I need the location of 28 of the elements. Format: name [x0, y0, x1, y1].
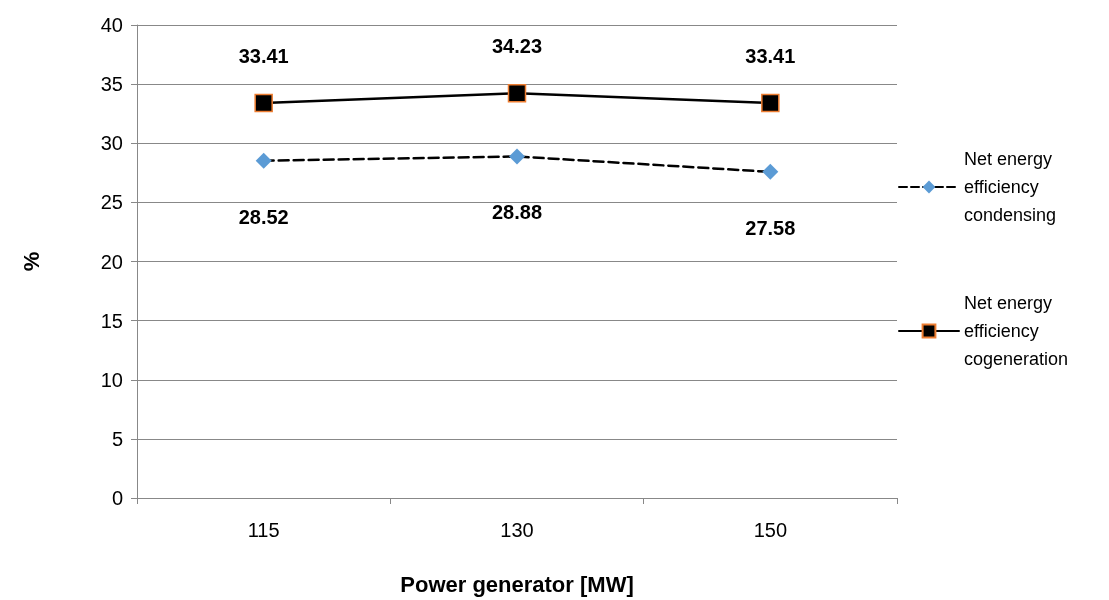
- data-label: 33.41: [238, 44, 289, 67]
- point: [255, 152, 272, 169]
- y-tick-label: 15: [100, 309, 123, 332]
- data-label: 33.41: [745, 44, 796, 67]
- point: [254, 93, 273, 113]
- x-tick-label: 130: [500, 519, 534, 541]
- legend-label: Net energy efficiency condensing: [964, 149, 1058, 225]
- x-tick-label: 150: [753, 519, 788, 541]
- y-tick-label: 5: [111, 427, 123, 450]
- y-tick-label: 0: [111, 487, 123, 509]
- y-tick-label: 40: [100, 14, 123, 36]
- legend-label: Net energy efficiency cogeneration: [964, 293, 1069, 369]
- point: [509, 148, 525, 165]
- x-tick-label: 115: [247, 519, 280, 541]
- point: [507, 83, 527, 103]
- point: [762, 163, 779, 180]
- point: [761, 93, 780, 113]
- y-tick-label: 30: [100, 132, 123, 155]
- data-label: 34.23: [491, 34, 543, 57]
- y-axis-title: %: [18, 251, 44, 272]
- data-label: 27.58: [745, 216, 796, 239]
- data-label: 28.52: [238, 205, 289, 228]
- data-label: 28.88: [491, 201, 543, 224]
- y-tick-label: 25: [100, 191, 123, 214]
- y-tick-label: 20: [100, 250, 123, 273]
- y-tick-label: 35: [100, 73, 123, 96]
- x-axis-title: Power generator [MW]: [400, 571, 634, 597]
- y-tick-label: 10: [100, 368, 123, 391]
